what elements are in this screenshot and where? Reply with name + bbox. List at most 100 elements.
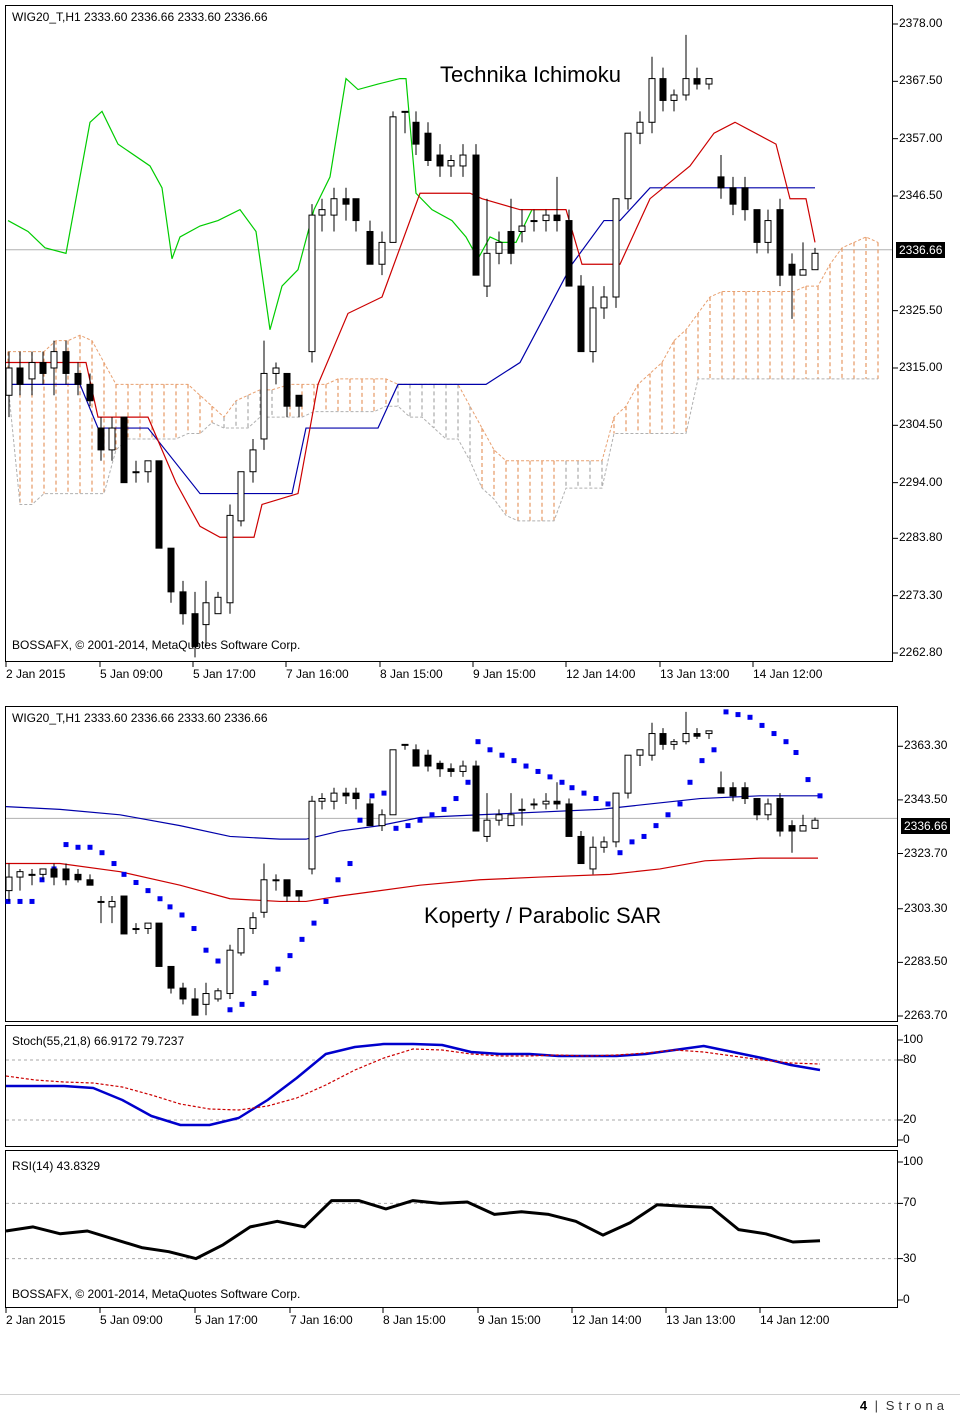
bear-candle — [295, 890, 303, 897]
sar-dot — [499, 752, 505, 758]
sar-dot — [747, 714, 753, 720]
bull-candle — [764, 220, 772, 243]
bear-candle — [191, 613, 199, 647]
bull-candle — [28, 362, 36, 380]
bull-candle — [16, 871, 24, 878]
y-tick-label: 2323.70 — [904, 845, 948, 860]
x-tick-label: 12 Jan 14:00 — [566, 667, 636, 681]
sar-dot — [369, 793, 375, 799]
bear-candle — [16, 367, 24, 385]
bear-candle — [447, 768, 455, 772]
bull-candle — [764, 803, 772, 816]
bull-candle — [542, 800, 550, 805]
bear-candle — [155, 460, 163, 549]
sar-dot — [5, 898, 11, 904]
bear-candle — [577, 835, 585, 865]
bull-candle — [226, 514, 234, 604]
bull-candle — [518, 225, 526, 232]
sar-dot — [417, 817, 423, 823]
y-tick-label: 2325.50 — [899, 302, 943, 317]
sar-dot — [535, 768, 541, 774]
bull-candle — [518, 808, 526, 811]
bull-candle — [5, 876, 13, 892]
bull-candle — [378, 814, 386, 827]
y-tick-label: 2263.70 — [904, 1008, 948, 1022]
bull-candle — [108, 427, 116, 451]
y-tick-label: 70 — [903, 1195, 917, 1210]
bear-candle — [167, 547, 175, 593]
rsi-panel: RSI(14) 43.8329 BOSSAFX, © 2001-2014, Me… — [5, 1150, 898, 1308]
sar-dot — [275, 966, 281, 972]
y-tick-label: 2262.80 — [899, 645, 943, 659]
sar-dot — [735, 712, 741, 718]
y-tick-label: 0 — [903, 1132, 910, 1146]
bull-candle — [214, 596, 222, 615]
sar-dot — [629, 839, 635, 845]
bull-candle — [648, 78, 656, 123]
senkou-span-b — [7, 378, 878, 522]
series-line-d — [5, 1048, 821, 1111]
bear-candle — [741, 187, 749, 211]
bull-candle — [682, 78, 690, 96]
sar-dot — [323, 898, 329, 904]
bull-candle — [389, 116, 397, 243]
bull-candle — [636, 121, 644, 134]
ichimoku-current-price: 2336.66 — [896, 242, 946, 258]
bear-candle — [717, 176, 725, 189]
bear-candle — [179, 987, 187, 1000]
bull-candle — [144, 922, 152, 930]
sar-dot — [617, 850, 623, 856]
sar-header: WIG20_T,H1 2333.60 2336.66 2333.60 2336.… — [12, 711, 268, 725]
bull-candle — [260, 879, 268, 913]
ichimoku-plot — [5, 23, 898, 667]
sar-dot — [783, 739, 789, 745]
bull-candle — [483, 819, 491, 837]
bear-candle — [753, 798, 761, 816]
bear-candle — [283, 879, 291, 897]
sar-dot — [99, 850, 105, 856]
bear-candle — [693, 733, 701, 737]
bull-candle — [237, 928, 245, 954]
bear-candle — [729, 787, 737, 797]
bear-candle — [424, 754, 432, 767]
bull-candle — [682, 733, 690, 743]
stoch-header: Stoch(55,21,8) 66.9172 79.7237 — [12, 1034, 185, 1048]
sar-dot — [687, 779, 693, 785]
sar-dot — [817, 793, 823, 799]
bull-candle — [530, 803, 538, 806]
sar-dot — [215, 958, 221, 964]
sar-dot — [511, 758, 517, 764]
x-tick-label: 13 Jan 13:00 — [666, 1313, 736, 1327]
bull-candle — [636, 749, 644, 756]
ichimoku-header: WIG20_T,H1 2333.60 2336.66 2333.60 2336.… — [12, 10, 268, 24]
x-tick-label: 12 Jan 14:00 — [572, 1313, 642, 1327]
bull-candle — [202, 602, 210, 626]
sar-dot — [523, 763, 529, 769]
bull-candle — [260, 372, 268, 440]
sar-dot — [239, 1001, 245, 1007]
sar-dot — [441, 806, 447, 812]
ichimoku-chart-panel: WIG20_T,H1 2333.60 2336.66 2333.60 2336.… — [5, 5, 893, 662]
sar-dot — [357, 817, 363, 823]
bear-candle — [366, 230, 374, 265]
bull-candle — [459, 765, 467, 772]
sar-dot — [487, 747, 493, 753]
sar-dot — [111, 861, 117, 867]
sar-dot — [381, 790, 387, 796]
bull-candle — [799, 825, 807, 832]
sar-dot — [179, 912, 185, 918]
bull-candle — [308, 800, 316, 870]
bear-candle — [659, 733, 667, 745]
sar-dot — [711, 747, 717, 753]
y-tick-label: 80 — [903, 1052, 917, 1066]
sar-dot — [665, 812, 671, 818]
x-tick-label: 5 Jan 09:00 — [100, 667, 163, 681]
x-tick-label: 9 Jan 15:00 — [473, 667, 536, 681]
bull-candle — [249, 449, 257, 473]
bull-candle — [600, 841, 608, 848]
bull-candle — [39, 868, 47, 875]
x-tick-label: 14 Jan 12:00 — [753, 667, 823, 681]
bear-candle — [412, 121, 420, 145]
bull-candle — [799, 269, 807, 276]
bear-candle — [366, 803, 374, 827]
